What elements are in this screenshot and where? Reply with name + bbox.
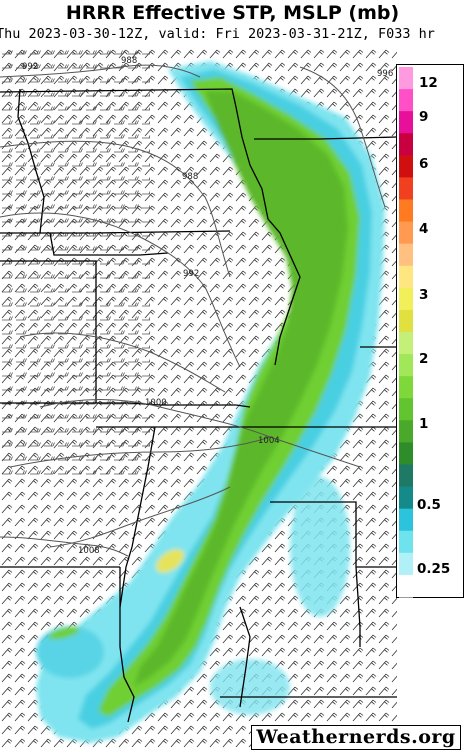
colorbar-swatch xyxy=(399,354,413,377)
isobar-label-1008: 1008 xyxy=(78,546,100,556)
colorbar-swatch xyxy=(399,133,413,156)
colorbar-tick-9: 9 xyxy=(419,109,428,125)
colorbar-swatch xyxy=(399,486,413,510)
stp-green-core xyxy=(134,91,348,687)
isobar-label-1004: 1004 xyxy=(258,436,280,446)
colorbar-swatch xyxy=(399,464,413,488)
stp-yellow-patch xyxy=(155,549,185,573)
colorbar-swatch xyxy=(399,574,413,598)
isobar-label-996-ne: 996 xyxy=(377,69,393,79)
isobar-label-992-nw: 992 xyxy=(22,62,38,72)
colorbar-tick-3: 3 xyxy=(419,287,428,303)
colorbar-swatch xyxy=(399,398,413,421)
colorbar-swatch xyxy=(399,243,413,267)
colorbar-swatch xyxy=(399,530,413,554)
stp-shading xyxy=(36,61,385,743)
colorbar-swatch xyxy=(399,332,413,355)
stp-cyan-south-patch xyxy=(210,659,290,715)
colorbar-swatch xyxy=(399,111,413,134)
isobar-label-1000: 1000 xyxy=(145,398,167,408)
colorbar-tick-0.25: 0.25 xyxy=(417,561,450,577)
colorbar-swatches xyxy=(399,67,413,598)
stp-cyan-east-patch xyxy=(290,477,350,617)
colorbar-swatch xyxy=(399,309,413,333)
colorbar-swatch xyxy=(399,89,413,112)
colorbar-swatch xyxy=(399,221,413,245)
isobar-label-988-north: 988 xyxy=(121,56,137,66)
isobar-label-992-mid: 992 xyxy=(183,269,199,279)
wind-barbs-west xyxy=(0,47,150,477)
colorbar-swatch xyxy=(399,177,413,201)
colorbar-swatch xyxy=(399,155,413,179)
colorbar-swatch xyxy=(399,67,413,90)
weather-map: 992 988 988 992 996 1000 1004 1008 xyxy=(0,47,397,750)
colorbar-tick-4: 4 xyxy=(419,221,428,237)
colorbar-swatch xyxy=(399,420,413,444)
isobar-label-988-mid: 988 xyxy=(182,172,198,182)
stp-green-southwest-patch xyxy=(48,626,80,640)
colorbar-tick-2: 2 xyxy=(419,351,428,367)
colorbar-swatch xyxy=(399,199,413,223)
colorbar-swatch xyxy=(399,265,413,289)
colorbar-tick-0.5: 0.5 xyxy=(417,497,441,513)
colorbar-tick-6: 6 xyxy=(419,156,428,172)
colorbar-swatch xyxy=(399,376,413,399)
colorbar-swatch xyxy=(399,508,413,532)
watermark: Weathernerds.org xyxy=(251,725,461,750)
colorbar-swatch xyxy=(399,287,413,311)
colorbar-tick-12: 12 xyxy=(419,75,438,91)
colorbar-swatch xyxy=(399,552,413,576)
map-subtitle: Thu 2023-03-30-12Z, valid: Fri 2023-03-3… xyxy=(0,26,435,42)
colorbar-tick-1: 1 xyxy=(419,416,428,432)
map-title: HRRR Effective STP, MSLP (mb) xyxy=(65,2,400,24)
stp-colorbar: 12 9 6 4 3 2 1 0.5 0.25 xyxy=(396,64,464,598)
colorbar-swatch xyxy=(399,442,413,466)
isobars xyxy=(0,64,386,558)
